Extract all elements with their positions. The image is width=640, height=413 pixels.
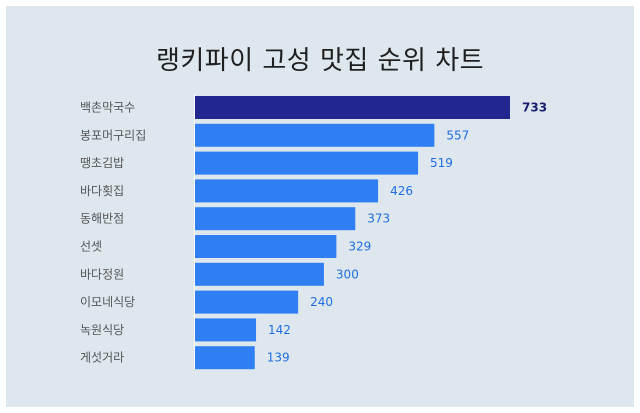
category-label-10: 게섯거라 (80, 351, 124, 365)
bar-10 (195, 346, 255, 370)
bar-1 (195, 96, 510, 119)
bar-4 (195, 179, 379, 203)
value-label-10: 139 (267, 351, 290, 365)
bar-7 (195, 262, 324, 286)
value-label-8: 240 (310, 295, 333, 309)
value-label-1: 733 (522, 101, 547, 115)
bar-6 (195, 235, 337, 258)
category-label-7: 바다정원 (80, 267, 124, 281)
category-label-8: 이모네식당 (80, 295, 135, 309)
bar-8 (195, 290, 299, 314)
chart-title: 랭키파이 고성 맛집 순위 차트 (155, 46, 485, 76)
category-label-3: 땡초김밥 (80, 156, 124, 170)
value-label-6: 329 (348, 240, 371, 254)
category-label-1: 백촌막국수 (80, 101, 135, 115)
category-label-5: 동해반점 (80, 212, 124, 226)
bar-chart: 백촌막국수 733 봉포머구리집 557 땡초김밥 519 바다횟집 426 동해반점 373 선셋… (80, 94, 547, 370)
bar-2 (195, 123, 435, 147)
category-label-4: 바다횟집 (80, 184, 124, 198)
value-label-9: 142 (268, 323, 291, 337)
bar-5 (195, 207, 356, 231)
category-label-9: 녹원식당 (80, 323, 124, 337)
value-label-5: 373 (367, 212, 390, 226)
value-label-4: 426 (390, 184, 413, 198)
value-label-3: 519 (430, 156, 453, 170)
bar-3 (195, 151, 419, 175)
value-label-7: 300 (336, 267, 359, 281)
value-label-2: 557 (446, 128, 469, 142)
category-label-6: 선셋 (80, 240, 102, 254)
chart-card: 랭키파이 고성 맛집 순위 차트 백촌막국수 733 봉포머구리집 557 땡초김밥 51… (6, 6, 634, 407)
bar-9 (195, 318, 257, 342)
category-label-2: 봉포머구리집 (80, 128, 146, 142)
